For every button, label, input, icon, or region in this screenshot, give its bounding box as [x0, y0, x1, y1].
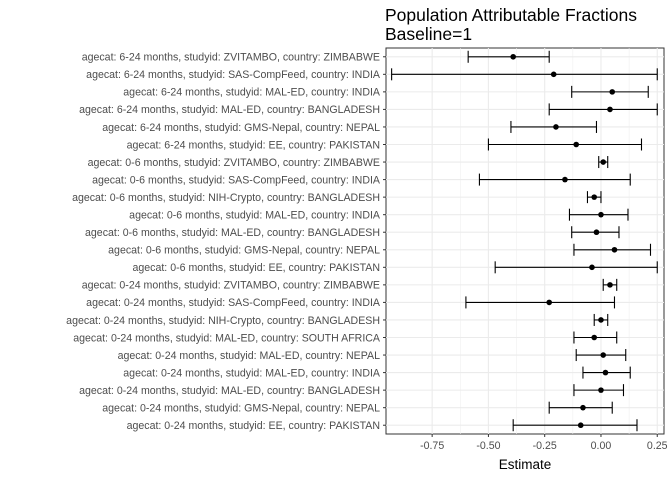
estimate-point	[550, 71, 557, 78]
y-tick-label: agecat: 6-24 months, studyid: MAL-ED, co…	[79, 104, 380, 116]
x-tick-label: -0.50	[476, 440, 500, 452]
y-tick-label: agecat: 6-24 months, studyid: GMS-Nepal,…	[102, 122, 380, 134]
y-tick-label: agecat: 0-24 months, studyid: MAL-ED, co…	[123, 367, 381, 379]
y-tick-label: agecat: 6-24 months, studyid: MAL-ED, co…	[123, 87, 381, 99]
estimate-point	[589, 264, 595, 271]
y-tick-label: agecat: 0-24 months, studyid: MAL-ED, co…	[79, 385, 380, 397]
y-tick-label: agecat: 0-24 months, studyid: NIH-Crypto…	[66, 315, 380, 327]
y-tick-label: agecat: 0-24 months, studyid: MAL-ED, co…	[73, 332, 381, 344]
x-tick-label: -0.75	[420, 440, 444, 452]
error-bar	[487, 138, 643, 151]
error-bar	[478, 173, 631, 186]
x-axis: -0.75 -0.50 -0.25 0.00 0.25	[420, 434, 668, 452]
estimate-point	[602, 369, 609, 376]
estimate-point	[607, 106, 613, 113]
estimate-point	[607, 282, 613, 288]
estimate-points	[510, 53, 618, 429]
y-tick-label: agecat: 0-24 months, studyid: EE, countr…	[127, 420, 380, 432]
y-tick-label: agecat: 6-24 months, studyid: ZVITAMBO, …	[82, 52, 380, 64]
y-tick-label: agecat: 0-24 months, studyid: MAL-ED, co…	[118, 350, 381, 362]
plot-panel	[385, 47, 665, 435]
y-tick-label: agecat: 6-24 months, studyid: EE, countr…	[127, 139, 380, 151]
estimate-point	[591, 334, 598, 341]
error-bar	[494, 261, 658, 274]
chart-title: Population Attributable Fractions	[385, 5, 637, 25]
y-tick-label: agecat: 0-6 months, studyid: NIH-Crypto,…	[72, 192, 380, 204]
y-tick-label: agecat: 0-6 months, studyid: MAL-ED, cou…	[129, 209, 381, 221]
estimate-point	[598, 387, 604, 393]
error-bar	[467, 50, 550, 63]
y-tick-label: agecat: 6-24 months, studyid: SAS-CompFe…	[86, 69, 381, 81]
y-tick-label: agecat: 0-6 months, studyid: ZVITAMBO, c…	[88, 157, 380, 169]
y-tick-label: agecat: 0-6 months, studyid: GMS-Nepal, …	[108, 245, 380, 257]
x-axis-label: Estimate	[499, 457, 552, 472]
estimate-point	[593, 229, 600, 236]
y-tick-label: agecat: 0-6 months, studyid: EE, country…	[133, 262, 381, 274]
estimate-point	[600, 159, 607, 165]
y-tick-label: agecat: 0-6 months, studyid: MAL-ED, cou…	[85, 227, 380, 239]
error-bar	[465, 296, 616, 309]
error-bar	[548, 103, 658, 116]
y-tick-label: agecat: 0-6 months, studyid: SAS-CompFee…	[92, 174, 381, 186]
estimate-point	[591, 194, 598, 200]
estimate-point	[562, 176, 568, 183]
estimate-point	[598, 211, 604, 218]
chart-subtitle: Baseline=1	[385, 24, 473, 44]
x-tick-label: 0.00	[591, 440, 612, 452]
estimate-point	[553, 124, 559, 130]
y-tick-label: agecat: 0-24 months, studyid: SAS-CompFe…	[86, 297, 381, 309]
error-bar	[512, 419, 638, 432]
error-bar	[391, 68, 658, 81]
y-tick-label: agecat: 0-24 months, studyid: GMS-Nepal,…	[102, 402, 380, 414]
estimate-point	[577, 422, 584, 429]
estimate-point	[546, 299, 552, 306]
estimate-point	[609, 89, 616, 95]
estimate-point	[611, 246, 618, 253]
y-axis: agecat: 6-24 months, studyid: ZVITAMBO, …	[66, 52, 386, 432]
estimate-point	[510, 53, 516, 60]
estimate-point	[600, 352, 607, 358]
estimate-point	[580, 404, 586, 411]
y-tick-label: agecat: 0-24 months, studyid: ZVITAMBO, …	[82, 280, 380, 292]
x-tick-label: 0.25	[647, 440, 668, 452]
estimate-point	[598, 317, 604, 323]
x-tick-label: -0.25	[533, 440, 557, 452]
estimate-point	[573, 141, 580, 148]
